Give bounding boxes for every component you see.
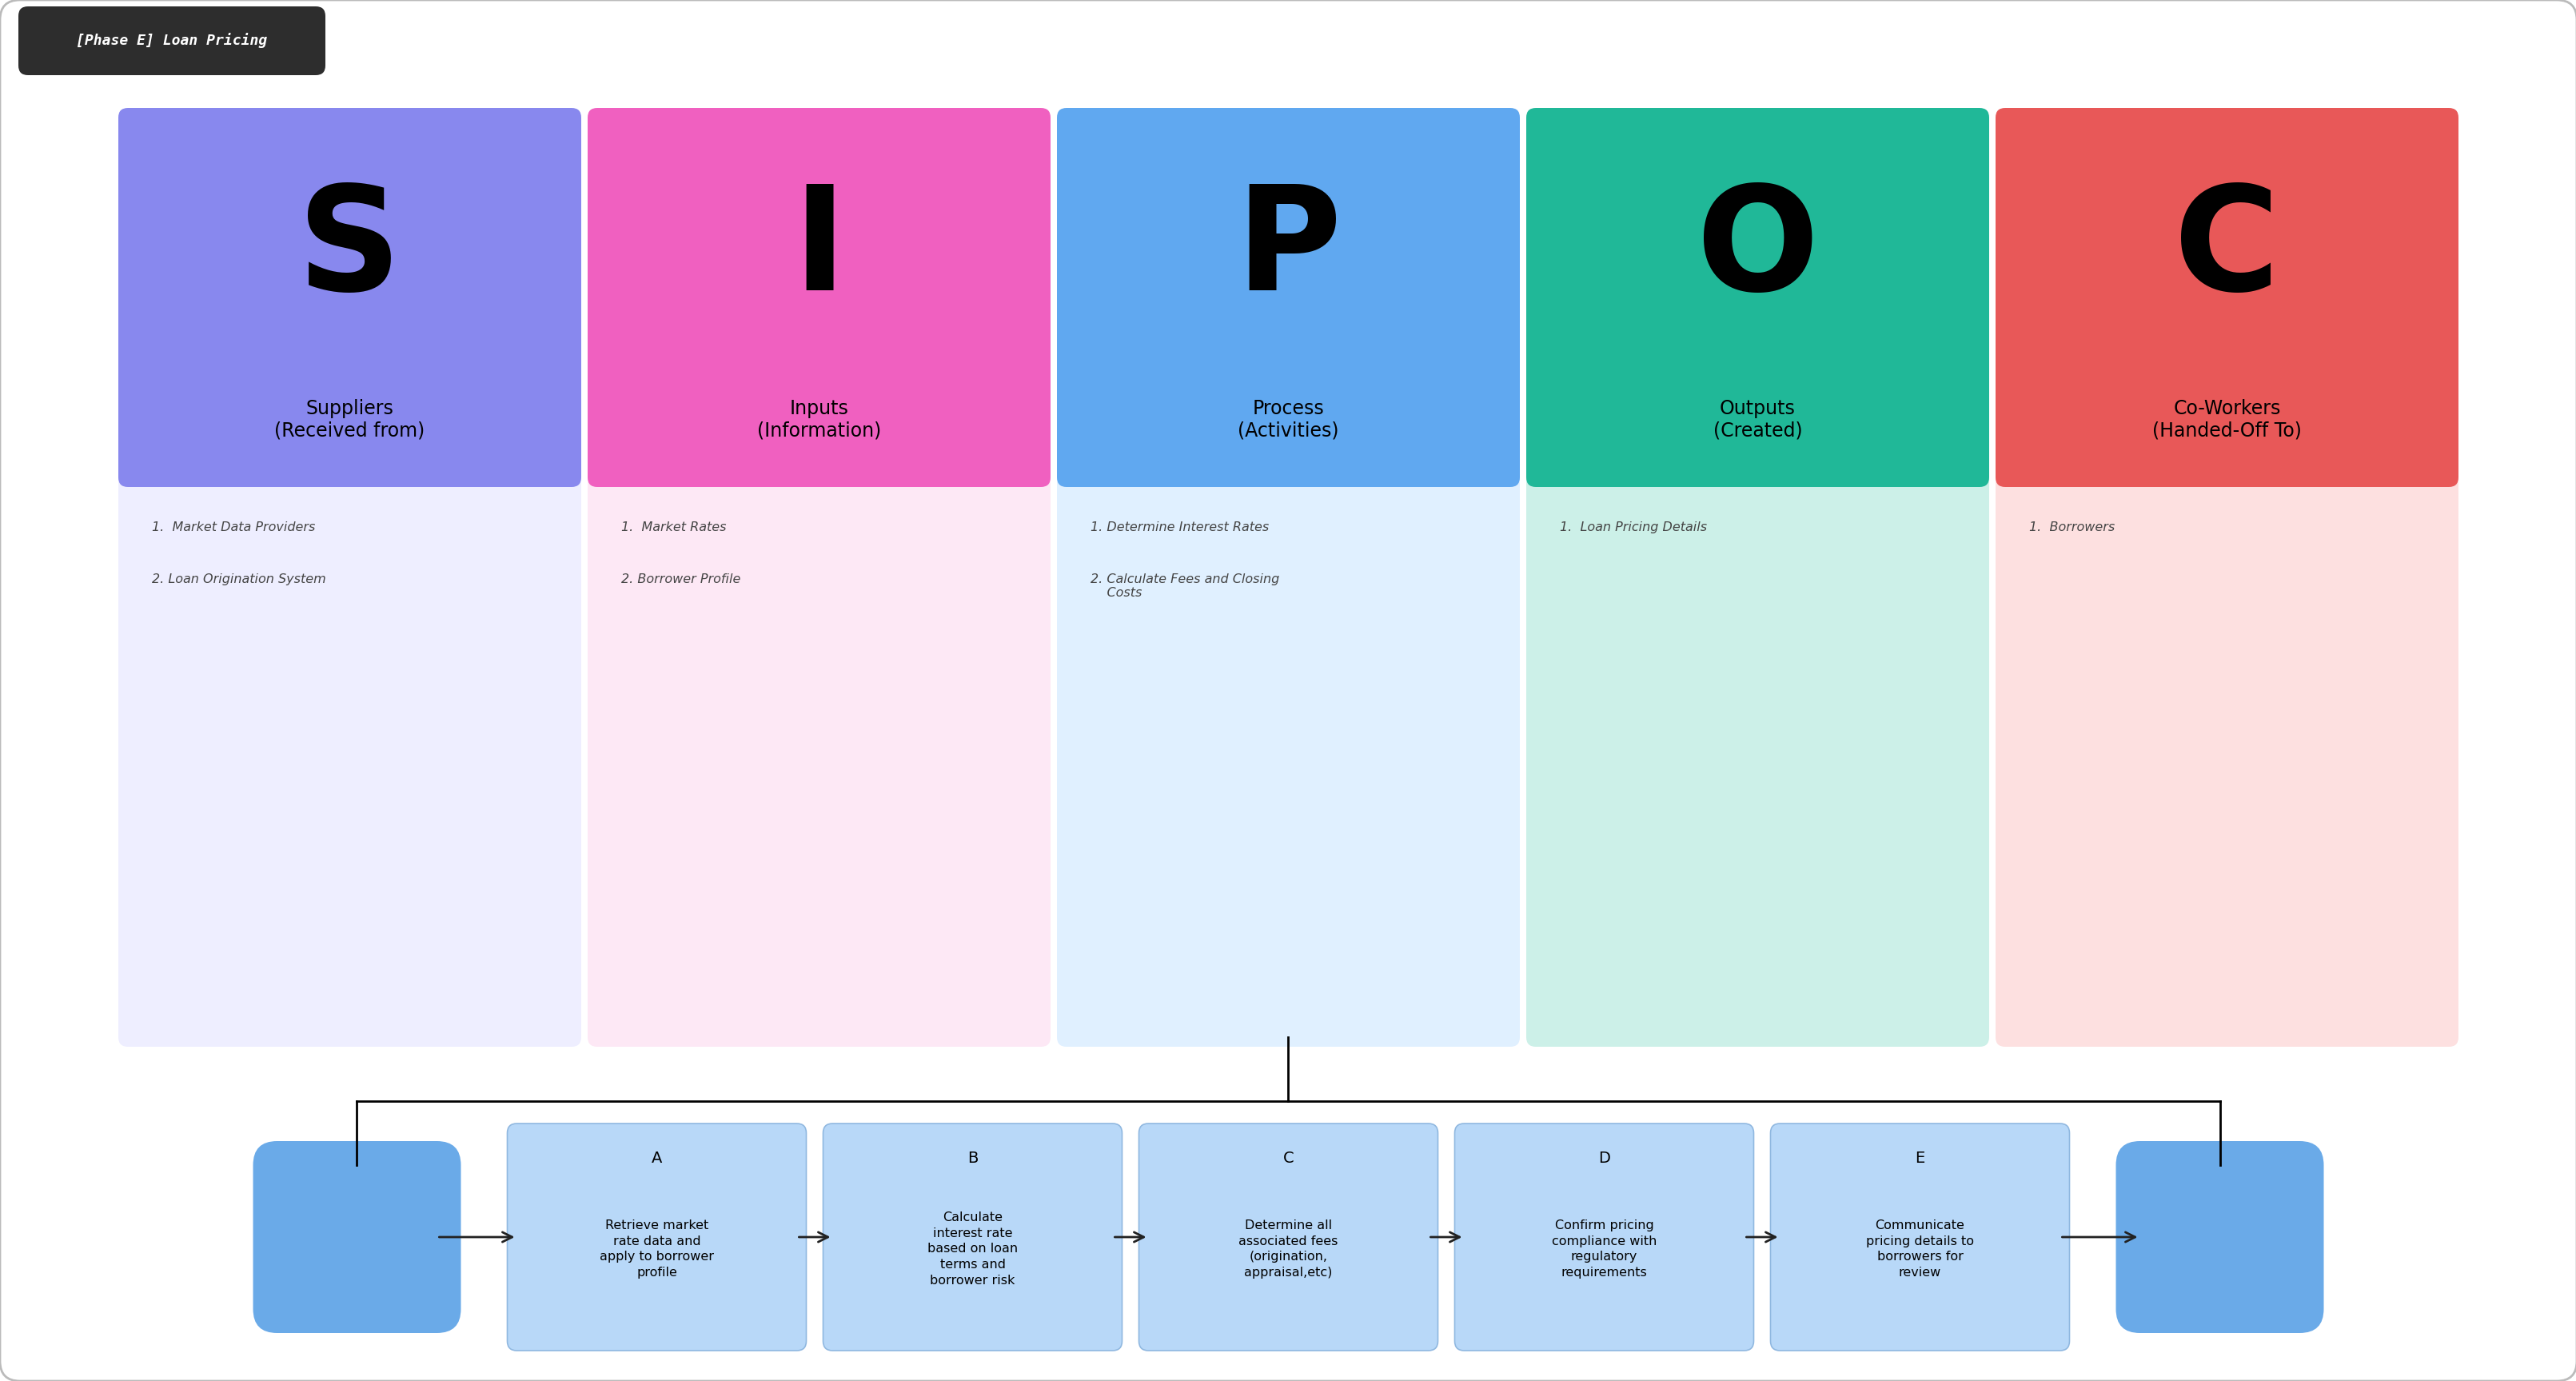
Text: 1.  Market Data Providers: 1. Market Data Providers	[152, 522, 314, 533]
Text: Process
(Activities): Process (Activities)	[1236, 399, 1340, 441]
FancyBboxPatch shape	[587, 108, 1051, 487]
FancyBboxPatch shape	[1455, 1124, 1754, 1351]
Text: 2. Calculate Fees and Closing
    Costs: 2. Calculate Fees and Closing Costs	[1090, 573, 1280, 599]
FancyBboxPatch shape	[1056, 108, 1520, 487]
FancyBboxPatch shape	[587, 468, 1051, 1047]
FancyBboxPatch shape	[1525, 468, 1989, 1047]
Text: C: C	[2174, 181, 2280, 320]
Text: D: D	[1597, 1152, 1610, 1167]
FancyBboxPatch shape	[118, 468, 582, 1047]
FancyBboxPatch shape	[1139, 1124, 1437, 1351]
FancyBboxPatch shape	[1056, 468, 1520, 1047]
Text: Determine all
associated fees
(origination,
appraisal,etc): Determine all associated fees (originati…	[1239, 1219, 1337, 1279]
FancyBboxPatch shape	[1770, 1124, 2069, 1351]
FancyBboxPatch shape	[1994, 468, 2458, 1047]
Text: A: A	[652, 1152, 662, 1167]
FancyBboxPatch shape	[2115, 1141, 2324, 1333]
Text: C: C	[1283, 1152, 1293, 1167]
Text: Outputs
(Created): Outputs (Created)	[1713, 399, 1801, 441]
Text: Calculate
interest rate
based on loan
terms and
borrower risk: Calculate interest rate based on loan te…	[927, 1211, 1018, 1287]
Text: 1.  Borrowers: 1. Borrowers	[2027, 522, 2115, 533]
Text: 1.  Market Rates: 1. Market Rates	[621, 522, 726, 533]
Text: P: P	[1234, 181, 1342, 320]
Text: Co-Workers
(Handed-Off To): Co-Workers (Handed-Off To)	[2151, 399, 2300, 441]
Text: 2. Loan Origination System: 2. Loan Origination System	[152, 573, 327, 586]
FancyBboxPatch shape	[507, 1124, 806, 1351]
Text: [Phase E] Loan Pricing: [Phase E] Loan Pricing	[77, 33, 268, 48]
Text: I: I	[791, 181, 845, 320]
FancyBboxPatch shape	[822, 1124, 1121, 1351]
Text: Confirm pricing
compliance with
regulatory
requirements: Confirm pricing compliance with regulato…	[1551, 1219, 1656, 1279]
Text: Suppliers
(Received from): Suppliers (Received from)	[276, 399, 425, 441]
Text: Inputs
(Information): Inputs (Information)	[757, 399, 881, 441]
Text: S: S	[299, 181, 402, 320]
Text: Retrieve market
rate data and
apply to borrower
profile: Retrieve market rate data and apply to b…	[600, 1219, 714, 1279]
Text: E: E	[1914, 1152, 1924, 1167]
Text: 1.  Loan Pricing Details: 1. Loan Pricing Details	[1558, 522, 1705, 533]
FancyBboxPatch shape	[1525, 108, 1989, 487]
Text: 1. Determine Interest Rates: 1. Determine Interest Rates	[1090, 522, 1267, 533]
FancyBboxPatch shape	[118, 108, 582, 487]
FancyBboxPatch shape	[252, 1141, 461, 1333]
FancyBboxPatch shape	[1994, 108, 2458, 487]
Text: O: O	[1695, 181, 1819, 320]
FancyBboxPatch shape	[18, 7, 325, 75]
Text: Communicate
pricing details to
borrowers for
review: Communicate pricing details to borrowers…	[1865, 1219, 1973, 1279]
Text: 2. Borrower Profile: 2. Borrower Profile	[621, 573, 739, 586]
Text: B: B	[966, 1152, 979, 1167]
